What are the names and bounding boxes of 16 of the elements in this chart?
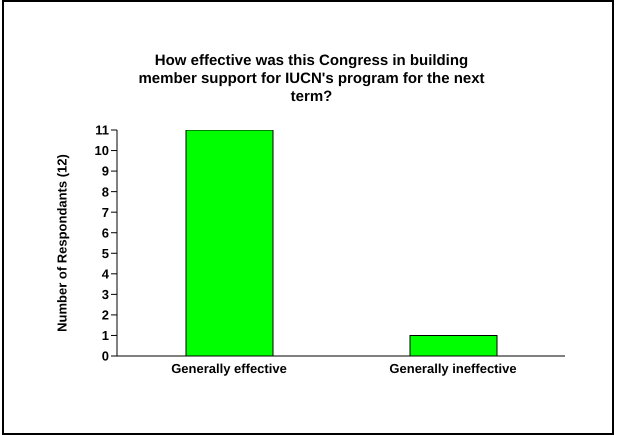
y-tick-label: 2 <box>102 308 109 323</box>
y-tick-label: 9 <box>102 164 109 179</box>
y-tick-label: 11 <box>95 122 109 138</box>
y-tick-label: 6 <box>102 225 109 240</box>
y-tick-label: 10 <box>94 143 109 158</box>
y-tick-label: 1 <box>102 328 109 344</box>
y-tick-label: 3 <box>102 286 109 302</box>
y-tick-label: 4 <box>102 266 110 282</box>
chart-title: How effective was this Congress in building member support for IUCN's program for the next term? <box>137 52 486 106</box>
y-tick-label: 7 <box>102 204 109 220</box>
x-tick-label: Generally effective <box>171 361 287 376</box>
y-tick-label: 8 <box>102 184 109 200</box>
y-tick-label: 0 <box>102 348 109 364</box>
y-axis-title: Number of Respondants (12) <box>54 154 70 332</box>
y-tick-label: 5 <box>102 246 109 261</box>
x-tick-label: Generally ineffective <box>389 361 517 376</box>
